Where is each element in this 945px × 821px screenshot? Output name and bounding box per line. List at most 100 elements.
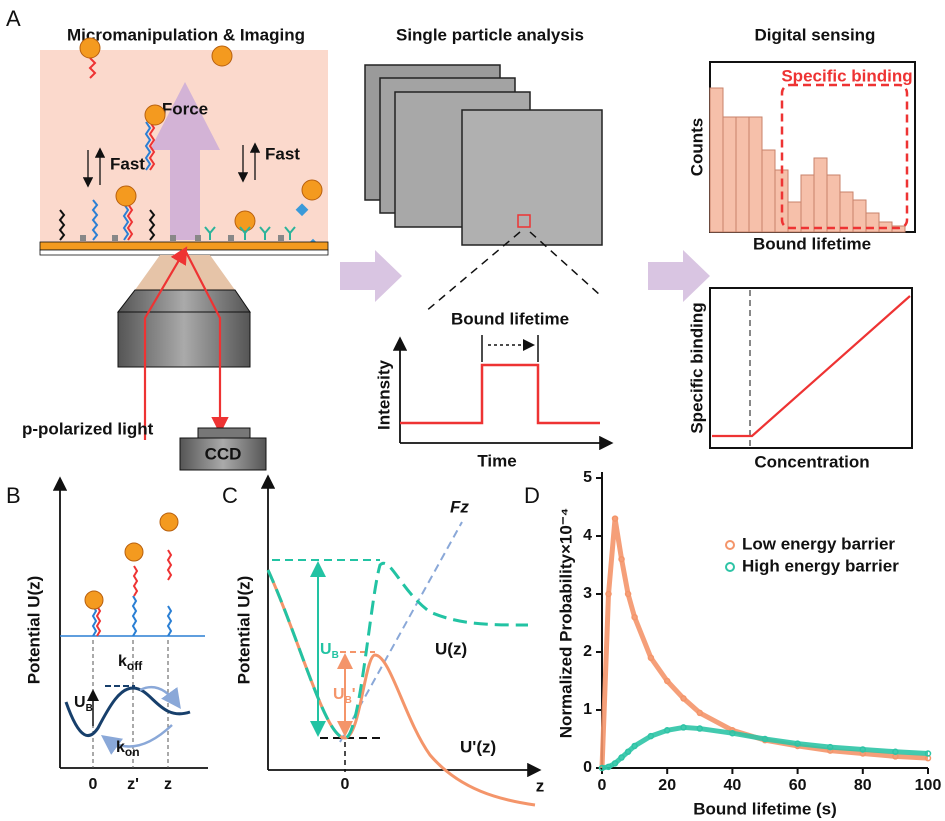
shape bbox=[295, 203, 309, 217]
data-point bbox=[729, 729, 736, 737]
data-point bbox=[631, 742, 638, 750]
text-part: B bbox=[345, 695, 352, 706]
tick-label: z bbox=[164, 776, 172, 793]
shape bbox=[278, 235, 284, 241]
label: U(z) bbox=[435, 639, 467, 658]
axis-label: z bbox=[536, 776, 545, 795]
shape bbox=[761, 149, 776, 233]
shape bbox=[709, 87, 724, 233]
shape bbox=[228, 235, 234, 241]
shape bbox=[122, 203, 130, 241]
shape bbox=[735, 116, 750, 233]
legend-label: Low energy barrier bbox=[742, 534, 895, 553]
text-part: ' bbox=[352, 686, 356, 703]
label: U'(z) bbox=[460, 737, 496, 756]
shape bbox=[748, 116, 763, 233]
text-part: k bbox=[116, 739, 125, 756]
legend-marker bbox=[725, 562, 735, 572]
shape bbox=[826, 174, 841, 233]
legend-label: High energy barrier bbox=[742, 556, 899, 575]
panel-title: Digital sensing bbox=[755, 25, 876, 44]
shape bbox=[839, 191, 854, 233]
tick-label: 0 bbox=[341, 776, 350, 793]
shape bbox=[100, 724, 173, 755]
label: Fast bbox=[265, 144, 300, 163]
shape bbox=[195, 235, 201, 241]
data-point bbox=[680, 695, 687, 702]
specific-region bbox=[780, 83, 909, 230]
axes bbox=[52, 476, 208, 769]
label: Force bbox=[162, 99, 208, 118]
shape bbox=[529, 231, 601, 296]
shape bbox=[170, 235, 176, 241]
shape bbox=[184, 249, 229, 435]
label: Fz bbox=[450, 497, 469, 516]
shape bbox=[159, 512, 179, 532]
data-point bbox=[924, 750, 932, 757]
label: Bound lifetime bbox=[451, 309, 569, 328]
y-tick-label: 2 bbox=[583, 643, 592, 660]
shape bbox=[722, 116, 737, 233]
shape bbox=[124, 542, 144, 562]
shape bbox=[131, 595, 138, 637]
shape bbox=[259, 226, 271, 240]
data-point bbox=[761, 735, 769, 743]
label: UB' bbox=[333, 686, 356, 705]
data-point bbox=[663, 677, 671, 685]
data-point bbox=[696, 709, 704, 717]
data-point bbox=[631, 613, 638, 621]
flow-arrow bbox=[340, 250, 402, 302]
shape bbox=[126, 203, 134, 241]
label: Fast bbox=[110, 154, 145, 173]
light-path bbox=[143, 246, 229, 440]
y-tick-label: 5 bbox=[583, 469, 592, 486]
ccd-top bbox=[197, 427, 251, 439]
data-point bbox=[618, 555, 625, 563]
tick-label: z' bbox=[127, 776, 139, 793]
shape bbox=[800, 174, 815, 233]
shape bbox=[79, 37, 101, 59]
hist-bars bbox=[709, 87, 906, 233]
rate-arrows bbox=[100, 685, 181, 755]
data-point bbox=[696, 725, 704, 732]
blockers bbox=[80, 235, 284, 241]
data-point bbox=[892, 748, 899, 756]
force-arrow bbox=[150, 82, 220, 240]
shape bbox=[132, 565, 139, 597]
text-part: off bbox=[127, 659, 143, 673]
line-frame bbox=[709, 287, 913, 449]
exchange-arrows bbox=[82, 142, 261, 188]
axis-label: Potential U(z) bbox=[234, 576, 253, 685]
y-axis-label: Normalized Probability×10⁻⁴ bbox=[556, 508, 575, 738]
shape bbox=[239, 226, 251, 240]
shape bbox=[112, 235, 118, 241]
oil bbox=[135, 255, 235, 290]
shape bbox=[301, 179, 323, 201]
shape bbox=[148, 209, 156, 241]
label: UB bbox=[320, 641, 339, 660]
label: UB bbox=[74, 694, 93, 713]
shape bbox=[95, 605, 102, 637]
shape bbox=[139, 685, 181, 710]
y-tick-label: 0 bbox=[583, 759, 592, 776]
flow-arrow bbox=[648, 250, 710, 302]
shape bbox=[84, 590, 104, 610]
panel-title: Single particle analysis bbox=[396, 25, 584, 44]
lifetime-marker bbox=[481, 335, 539, 362]
axis-label: Potential U(z) bbox=[24, 576, 43, 685]
shape bbox=[166, 549, 173, 581]
x-tick-label: 0 bbox=[598, 777, 607, 794]
intensity-trace bbox=[400, 363, 600, 425]
shape bbox=[166, 605, 173, 637]
x-tick-label: 40 bbox=[724, 777, 742, 794]
text-part: U bbox=[333, 686, 345, 703]
axis-label: Counts bbox=[687, 118, 706, 177]
zoom-lines bbox=[424, 231, 601, 313]
data-point bbox=[605, 590, 612, 598]
axis-label: Time bbox=[477, 451, 516, 470]
x-tick-label: 20 bbox=[658, 777, 676, 794]
data-point bbox=[598, 764, 606, 772]
image-stack bbox=[364, 64, 603, 246]
dna-strands bbox=[58, 57, 156, 241]
